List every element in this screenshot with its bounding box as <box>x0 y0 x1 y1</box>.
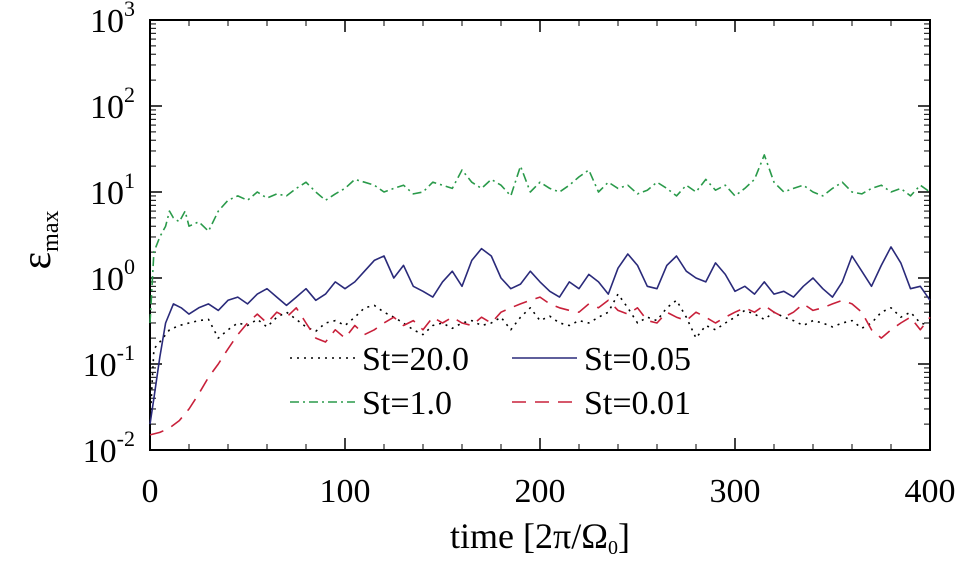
x-axis-title-close: ] <box>618 516 630 556</box>
x-axis-title-main: time [2π/Ω <box>450 516 608 556</box>
series-line-st-0-01 <box>149 296 931 436</box>
series-line-st-0-05 <box>149 246 931 425</box>
y-tick-label: 101 <box>90 168 135 212</box>
y-tick-label: 10-2 <box>83 426 135 470</box>
legend-label-st-1-0: St=1.0 <box>362 385 452 422</box>
y-tick-label: 103 <box>90 0 135 40</box>
y-axis-title-main: ε <box>14 252 60 270</box>
series-line-st-20-0 <box>149 293 931 425</box>
x-tick-label: 100 <box>320 473 371 510</box>
series-line-st-1-0 <box>149 154 931 324</box>
legend-label-st-0-05: St=0.05 <box>584 341 691 378</box>
legend: St=20.0 St=0.05 St=1.0 St=0.01 <box>290 341 691 422</box>
series-layer <box>149 154 931 436</box>
x-axis-title-sub: 0 <box>608 537 618 559</box>
y-tick-label: 100 <box>90 254 135 298</box>
axis-ticks: 0 100 200 300 400 10-2 10-1 100 101 102 103 <box>83 0 956 510</box>
x-tick-label: 0 <box>142 473 159 510</box>
y-axis-title-sub: max <box>38 211 64 252</box>
x-tick-label: 400 <box>905 473 956 510</box>
legend-label-st-0-01: St=0.01 <box>584 385 691 422</box>
plot-frame <box>149 19 931 451</box>
x-axis-title: time [2π/Ω0] <box>450 516 630 559</box>
x-tick-label: 300 <box>710 473 761 510</box>
y-tick-label: 102 <box>90 82 135 126</box>
legend-label-st-20-0: St=20.0 <box>362 341 469 378</box>
x-tick-label: 200 <box>515 473 566 510</box>
y-tick-label: 10-1 <box>83 340 135 384</box>
y-axis-title: εmax <box>14 211 64 270</box>
